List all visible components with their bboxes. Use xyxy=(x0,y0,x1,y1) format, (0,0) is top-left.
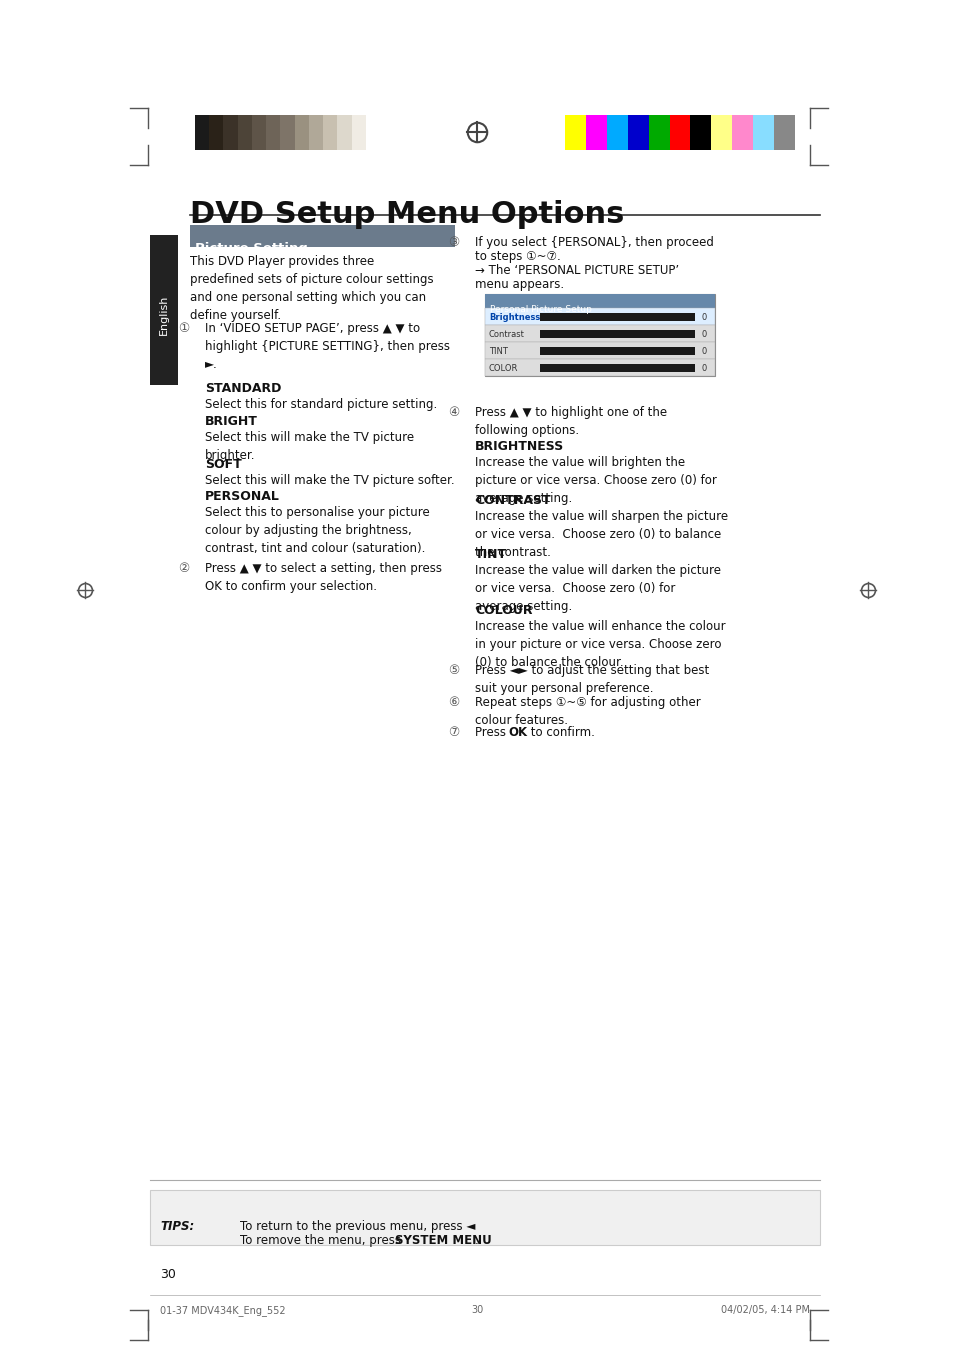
Bar xyxy=(773,115,794,150)
Text: PERSONAL: PERSONAL xyxy=(205,490,279,503)
Text: 0: 0 xyxy=(701,363,706,373)
Text: Press ◄► to adjust the setting that best
suit your personal preference.: Press ◄► to adjust the setting that best… xyxy=(475,663,708,694)
Bar xyxy=(150,235,178,385)
Bar xyxy=(484,295,714,308)
Bar xyxy=(539,312,695,320)
Text: ⑤: ⑤ xyxy=(448,663,458,677)
Text: TIPS:: TIPS: xyxy=(160,1220,194,1233)
Text: ⑦: ⑦ xyxy=(448,725,458,739)
Text: menu appears.: menu appears. xyxy=(475,278,563,290)
Bar xyxy=(266,115,280,150)
Bar xyxy=(564,115,585,150)
Bar xyxy=(309,115,323,150)
Text: Picture Setting: Picture Setting xyxy=(194,242,308,255)
Bar xyxy=(539,363,695,372)
Bar xyxy=(539,330,695,338)
Text: 04/02/05, 4:14 PM: 04/02/05, 4:14 PM xyxy=(720,1305,809,1315)
Text: → The ‘PERSONAL PICTURE SETUP’: → The ‘PERSONAL PICTURE SETUP’ xyxy=(475,263,679,277)
Text: ①: ① xyxy=(178,322,189,335)
Text: 0: 0 xyxy=(701,313,706,322)
Bar xyxy=(190,226,455,247)
Text: English: English xyxy=(159,295,169,335)
Bar xyxy=(280,115,294,150)
Text: Press: Press xyxy=(475,725,509,739)
Text: ④: ④ xyxy=(448,407,458,419)
Bar xyxy=(484,295,714,376)
Bar xyxy=(351,115,365,150)
Text: .: . xyxy=(475,1233,478,1247)
Text: SYSTEM MENU: SYSTEM MENU xyxy=(395,1233,491,1247)
Text: to steps ①~⑦.: to steps ①~⑦. xyxy=(475,250,560,263)
Bar xyxy=(711,115,732,150)
Bar xyxy=(150,1190,820,1246)
Bar xyxy=(237,115,252,150)
Bar xyxy=(585,115,606,150)
Text: TINT: TINT xyxy=(475,549,507,561)
Text: 0: 0 xyxy=(701,347,706,357)
Bar xyxy=(294,115,309,150)
Text: To return to the previous menu, press ◄: To return to the previous menu, press ◄ xyxy=(240,1220,475,1233)
Text: ③: ③ xyxy=(448,236,458,249)
Bar xyxy=(337,115,351,150)
Text: Increase the value will brighten the
picture or vice versa. Choose zero (0) for
: Increase the value will brighten the pic… xyxy=(475,457,716,505)
Text: to confirm.: to confirm. xyxy=(526,725,595,739)
Text: ②: ② xyxy=(178,562,189,576)
Text: Repeat steps ①~⑤ for adjusting other
colour features.: Repeat steps ①~⑤ for adjusting other col… xyxy=(475,696,700,727)
Bar xyxy=(539,346,695,354)
Bar xyxy=(627,115,648,150)
Text: 30: 30 xyxy=(471,1305,482,1315)
Text: If you select {PERSONAL}, then proceed: If you select {PERSONAL}, then proceed xyxy=(475,236,713,249)
Text: BRIGHTNESS: BRIGHTNESS xyxy=(475,440,563,453)
Text: 0: 0 xyxy=(701,330,706,339)
Text: Press ▲ ▼ to select a setting, then press
OK to confirm your selection.: Press ▲ ▼ to select a setting, then pres… xyxy=(205,562,441,593)
Bar xyxy=(752,115,773,150)
Text: 30: 30 xyxy=(160,1269,175,1281)
Text: TINT: TINT xyxy=(489,347,507,357)
Text: 01-37 MDV434K_Eng_552: 01-37 MDV434K_Eng_552 xyxy=(160,1305,285,1316)
Bar xyxy=(194,115,209,150)
Text: Increase the value will darken the picture
or vice versa.  Choose zero (0) for
a: Increase the value will darken the pictu… xyxy=(475,563,720,613)
Bar xyxy=(690,115,711,150)
Bar xyxy=(209,115,223,150)
Text: COLOR: COLOR xyxy=(489,363,517,373)
Bar xyxy=(484,326,714,342)
Text: Brightness: Brightness xyxy=(489,313,539,322)
Text: ⑥: ⑥ xyxy=(448,696,458,709)
Bar xyxy=(252,115,266,150)
Text: Contrast: Contrast xyxy=(489,330,524,339)
Text: Select this will make the TV picture
brighter.: Select this will make the TV picture bri… xyxy=(205,431,414,462)
Text: Press ▲ ▼ to highlight one of the
following options.: Press ▲ ▼ to highlight one of the follow… xyxy=(475,407,666,436)
Text: Increase the value will sharpen the picture
or vice versa.  Choose zero (0) to b: Increase the value will sharpen the pict… xyxy=(475,509,727,559)
Text: This DVD Player provides three
predefined sets of picture colour settings
and on: This DVD Player provides three predefine… xyxy=(190,255,434,322)
Bar xyxy=(223,115,237,150)
Bar xyxy=(669,115,690,150)
Text: SOFT: SOFT xyxy=(205,458,241,471)
Bar xyxy=(648,115,669,150)
Text: Select this will make the TV picture softer.: Select this will make the TV picture sof… xyxy=(205,474,455,486)
Text: To remove the menu, press: To remove the menu, press xyxy=(240,1233,404,1247)
Bar xyxy=(484,308,714,326)
Text: COLOUR: COLOUR xyxy=(475,604,532,617)
Bar xyxy=(365,115,379,150)
Text: OK: OK xyxy=(507,725,527,739)
Text: DVD Setup Menu Options: DVD Setup Menu Options xyxy=(190,200,623,230)
Bar xyxy=(606,115,627,150)
Bar xyxy=(484,359,714,376)
Text: Increase the value will enhance the colour
in your picture or vice versa. Choose: Increase the value will enhance the colo… xyxy=(475,620,725,669)
Text: Personal Picture Setup: Personal Picture Setup xyxy=(490,305,591,313)
Text: BRIGHT: BRIGHT xyxy=(205,415,257,428)
Bar xyxy=(732,115,752,150)
Text: Select this to personalise your picture
colour by adjusting the brightness,
cont: Select this to personalise your picture … xyxy=(205,507,429,555)
Text: CONTRAST: CONTRAST xyxy=(475,494,550,507)
Text: Select this for standard picture setting.: Select this for standard picture setting… xyxy=(205,399,436,411)
Bar xyxy=(323,115,337,150)
Text: STANDARD: STANDARD xyxy=(205,382,281,394)
Text: In ‘VIDEO SETUP PAGE’, press ▲ ▼ to
highlight {PICTURE SETTING}, then press
►.: In ‘VIDEO SETUP PAGE’, press ▲ ▼ to high… xyxy=(205,322,450,372)
Bar xyxy=(484,342,714,359)
